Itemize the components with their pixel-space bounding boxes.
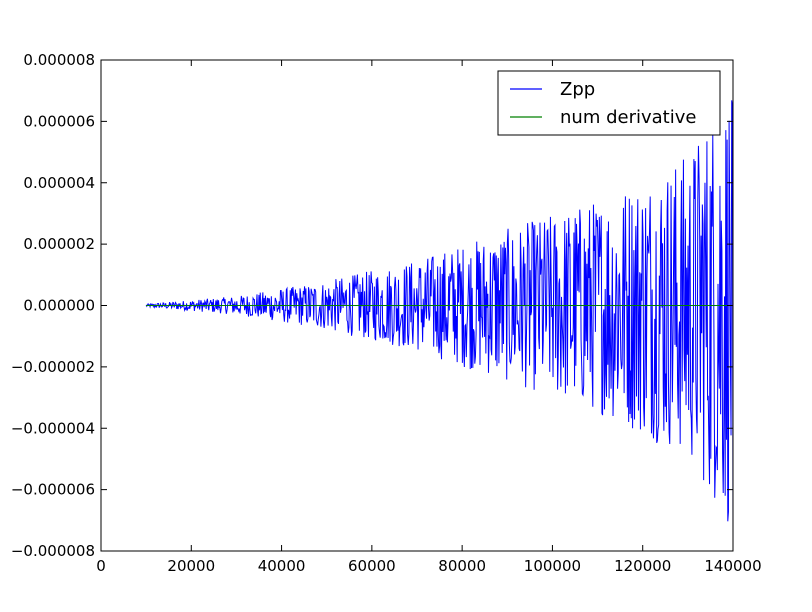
x-tick-label: 100000 (524, 557, 581, 575)
y-tick-label: 0.000000 (23, 297, 95, 315)
y-tick-label: −0.000004 (11, 419, 95, 437)
x-tick-label: 120000 (614, 557, 671, 575)
ticks-group: 0 20000 40000 60000 80000 100000 120000 140000 0… (11, 51, 762, 575)
legend-label-1: num derivative (560, 107, 696, 128)
legend: Zpp num derivative (497, 70, 721, 136)
plot-series-group (145, 100, 733, 536)
y-tick-label: 0.000002 (23, 235, 95, 253)
y-tick-label: 0.000004 (23, 174, 95, 192)
x-tick-label: 40000 (258, 557, 306, 575)
y-tick-label: 0.000006 (23, 112, 95, 130)
x-tick-label: 60000 (348, 557, 396, 575)
x-tick-label: 0 (96, 557, 106, 575)
y-tick-label: −0.000008 (11, 542, 95, 560)
x-tick-label: 140000 (704, 557, 761, 575)
legend-box (497, 70, 721, 136)
y-tick-label: −0.000002 (11, 358, 95, 376)
series-line-zpp (145, 100, 733, 536)
y-tick-label: −0.000006 (11, 481, 95, 499)
legend-label-0: Zpp (560, 79, 595, 100)
y-tick-label: 0.000008 (23, 51, 95, 69)
x-tick-label: 80000 (438, 557, 486, 575)
x-tick-label: 20000 (167, 557, 215, 575)
